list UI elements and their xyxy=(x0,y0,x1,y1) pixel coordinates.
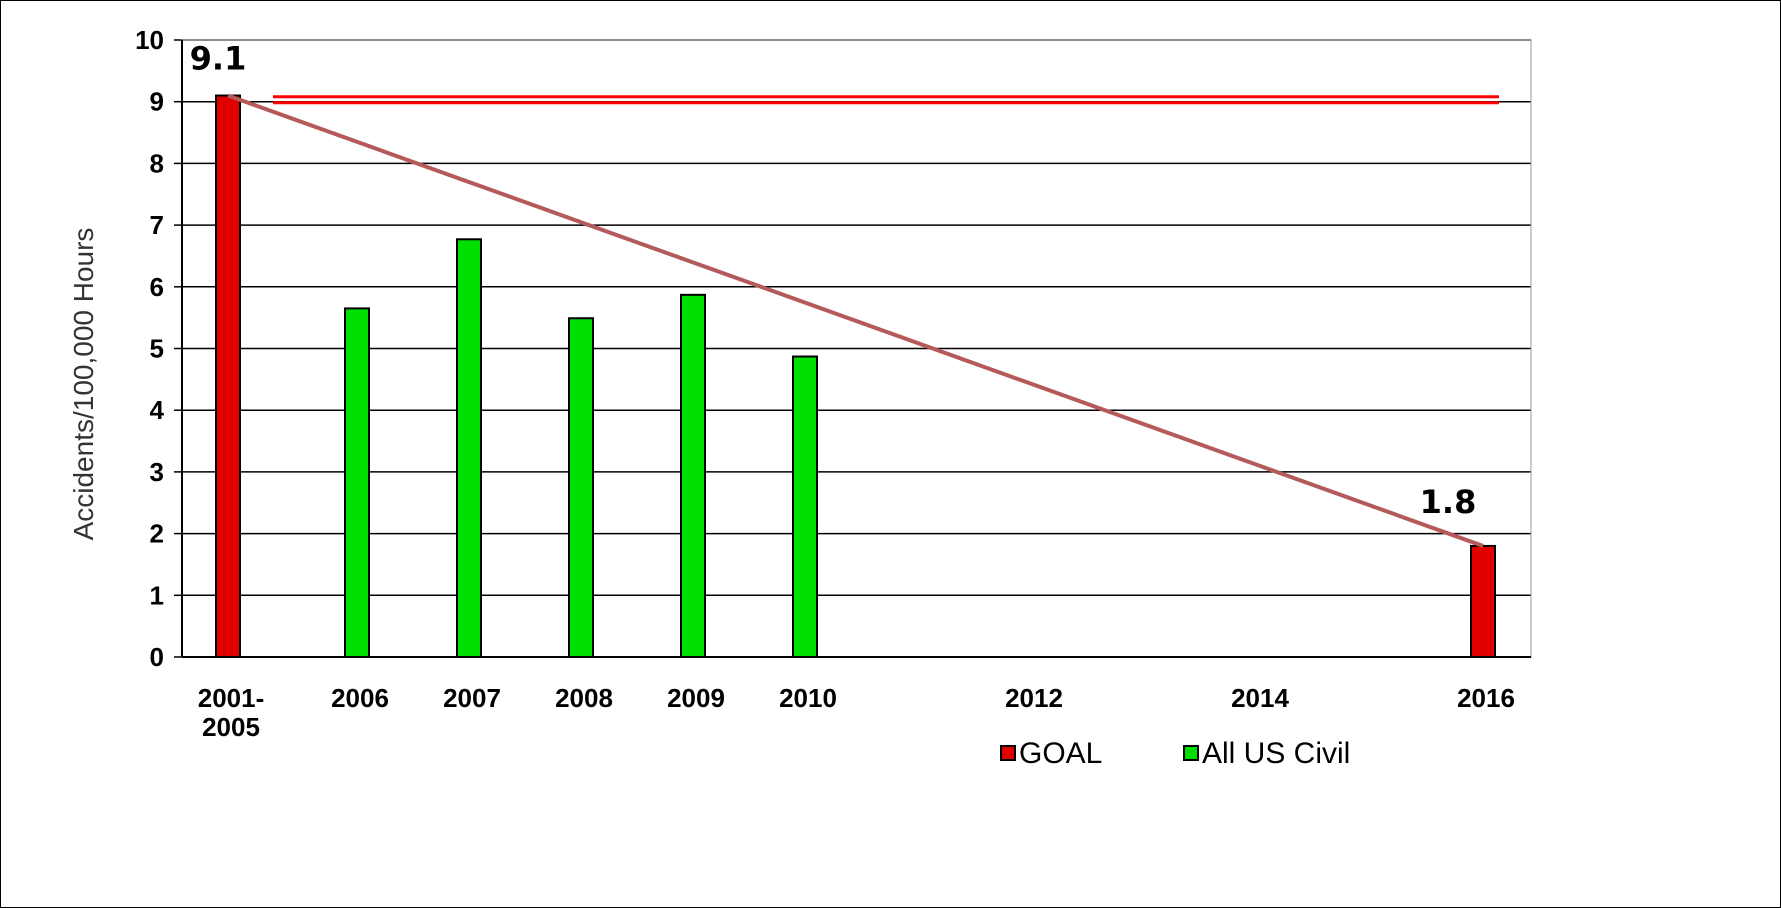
all-us-civil-bar xyxy=(456,238,482,659)
y-tick-label: 9 xyxy=(150,87,164,117)
x-category-label: 2010 xyxy=(779,683,837,713)
legend-label: All US Civil xyxy=(1202,737,1350,770)
goal-bar xyxy=(215,94,241,658)
goal-trend-line xyxy=(227,93,1484,548)
legend: GOAL All US Civil xyxy=(1000,737,1350,770)
y-tick-label: 10 xyxy=(135,25,164,55)
legend-label: GOAL xyxy=(1019,737,1102,770)
data-label: 1.8 xyxy=(1420,483,1477,521)
y-tick-label: 0 xyxy=(150,642,164,672)
bars xyxy=(215,94,1496,659)
y-tick-label: 4 xyxy=(150,395,165,425)
legend-swatch xyxy=(1183,745,1199,761)
trend-line xyxy=(227,93,1484,548)
x-category-label: 2009 xyxy=(667,683,725,713)
x-category-label: 2006 xyxy=(331,683,389,713)
goal-bar xyxy=(1470,544,1496,658)
y-tick-label: 1 xyxy=(150,580,164,610)
x-category-label: 2001- xyxy=(198,683,265,713)
x-category-label: 2014 xyxy=(1231,683,1289,713)
axes xyxy=(181,39,1532,658)
x-category-label: 2008 xyxy=(555,683,613,713)
data-label: 9.1 xyxy=(190,40,247,78)
y-axis-title: Accidents/100,000 Hours xyxy=(68,228,99,541)
y-tick-label: 5 xyxy=(150,334,164,364)
y-tick-label: 7 xyxy=(150,210,164,240)
x-category-label: 2005 xyxy=(202,712,260,742)
y-tick-label: 8 xyxy=(150,148,164,178)
gridlines xyxy=(174,39,1531,658)
x-category-label: 2012 xyxy=(1005,683,1063,713)
y-tick-label: 3 xyxy=(150,457,164,487)
x-category-labels: 2001-2005 2006 2007 2008 2009 2010 2012 2014 201… xyxy=(198,683,1515,742)
legend-swatch xyxy=(1000,745,1016,761)
y-tick-labels: 0 1 2 3 4 5 6 7 8 9 10 xyxy=(135,25,164,672)
all-us-civil-bar xyxy=(680,293,706,658)
x-category-label: 2007 xyxy=(443,683,501,713)
data-labels: 9.1 1.8 xyxy=(190,40,1477,521)
x-category-label: 2016 xyxy=(1457,683,1515,713)
all-us-civil-bar xyxy=(344,307,370,658)
all-us-civil-bar xyxy=(568,317,594,658)
y-tick-label: 2 xyxy=(150,519,164,549)
reference-line xyxy=(273,95,1499,105)
all-us-civil-bar xyxy=(792,355,818,658)
y-tick-label: 6 xyxy=(150,272,164,302)
